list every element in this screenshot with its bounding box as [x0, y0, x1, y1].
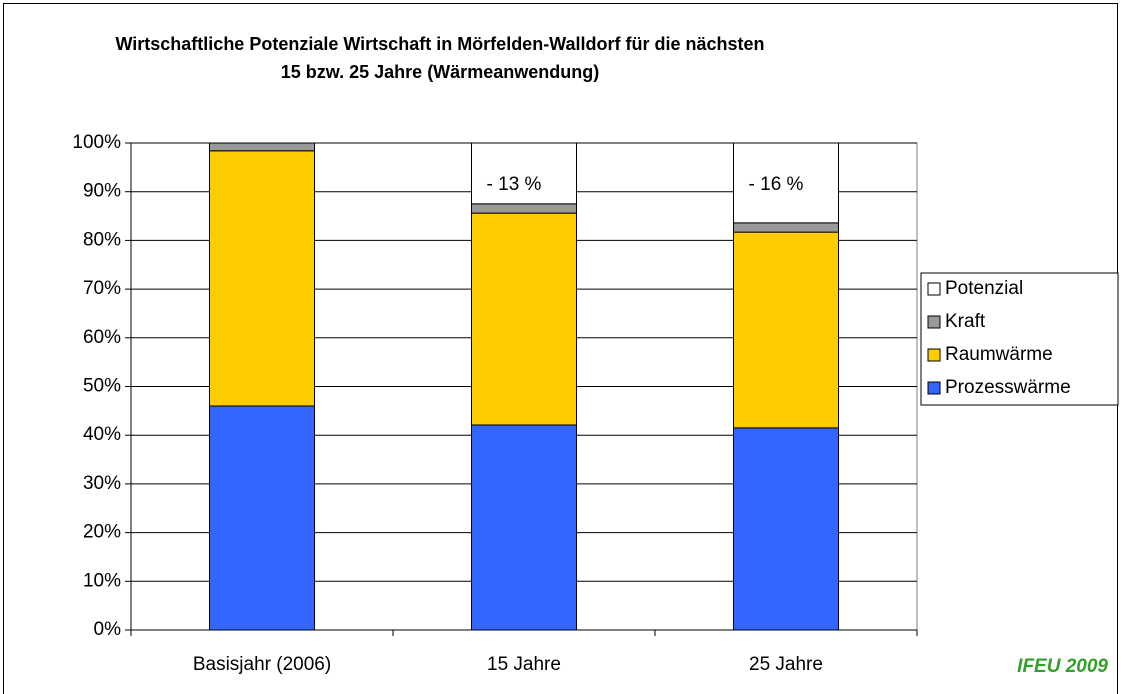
legend-swatch [927, 381, 941, 395]
bar-segment [471, 142, 577, 205]
y-tick-label: 0% [94, 619, 122, 640]
bar-segment [209, 142, 315, 152]
legend [920, 272, 1119, 406]
bar-segment [209, 150, 315, 407]
chart-title: 15 bzw. 25 Jahre (Wärmeanwendung) [281, 62, 599, 82]
legend-swatch [927, 315, 941, 329]
y-tick-label: 40% [83, 424, 121, 445]
legend-swatch [927, 348, 941, 362]
value-label: - 16 % [749, 174, 804, 195]
y-tick-label: 50% [83, 376, 121, 397]
bar-segment [733, 427, 839, 631]
x-tick-label: 25 Jahre [749, 654, 823, 675]
y-tick-label: 60% [83, 327, 121, 348]
bar-segment [209, 405, 315, 631]
bar-segment [471, 424, 577, 631]
bar-segment [733, 142, 839, 224]
bar-segment [471, 203, 577, 214]
bar-segment [471, 212, 577, 426]
bar-segment [733, 231, 839, 429]
y-tick-label: 10% [83, 570, 121, 591]
legend-label: Kraft [945, 311, 986, 332]
value-label: - 13 % [487, 174, 542, 195]
y-tick-label: 70% [83, 278, 121, 299]
y-tick-label: 100% [72, 132, 121, 153]
source: IFEU 2009 [1017, 656, 1108, 677]
legend-label: Raumwärme [945, 344, 1053, 365]
y-tick-label: 30% [83, 473, 121, 494]
bar-segment [733, 222, 839, 233]
y-tick-label: 80% [83, 229, 121, 250]
x-tick-label: 15 Jahre [487, 654, 561, 675]
y-tick-label: 90% [83, 181, 121, 202]
x-tick-label: Basisjahr (2006) [193, 654, 331, 675]
legend-swatch [927, 282, 941, 296]
legend-label: Potenzial [945, 278, 1023, 299]
chart-title: Wirtschaftliche Potenziale Wirtschaft in… [115, 34, 764, 54]
y-tick-label: 20% [83, 522, 121, 543]
legend-label: Prozesswärme [945, 377, 1071, 398]
